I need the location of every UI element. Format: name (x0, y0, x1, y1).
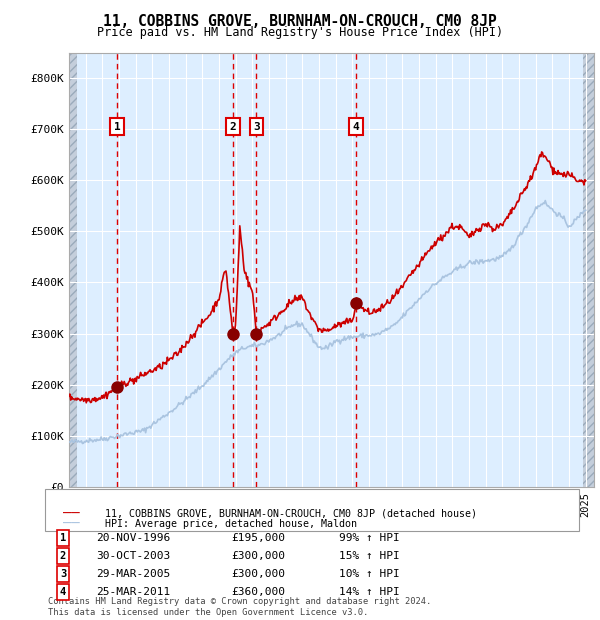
Text: 3: 3 (60, 569, 66, 579)
Text: Price paid vs. HM Land Registry's House Price Index (HPI): Price paid vs. HM Land Registry's House … (97, 26, 503, 39)
Text: 15% ↑ HPI: 15% ↑ HPI (339, 551, 400, 561)
Text: 2: 2 (60, 551, 66, 561)
Text: 4: 4 (353, 122, 359, 131)
Text: 4: 4 (60, 587, 66, 597)
Text: 11, COBBINS GROVE, BURNHAM-ON-CROUCH, CM0 8JP (detached house): 11, COBBINS GROVE, BURNHAM-ON-CROUCH, CM… (105, 508, 477, 518)
Text: 1: 1 (114, 122, 121, 131)
Text: 30-OCT-2003: 30-OCT-2003 (96, 551, 170, 561)
Text: £300,000: £300,000 (231, 569, 285, 579)
Text: Contains HM Land Registry data © Crown copyright and database right 2024.
This d: Contains HM Land Registry data © Crown c… (48, 598, 431, 617)
Bar (69, 53, 77, 487)
Text: £300,000: £300,000 (231, 551, 285, 561)
Text: 20-NOV-1996: 20-NOV-1996 (96, 533, 170, 543)
Text: ——: —— (63, 507, 80, 520)
Text: £195,000: £195,000 (231, 533, 285, 543)
Text: 10% ↑ HPI: 10% ↑ HPI (339, 569, 400, 579)
Text: 14% ↑ HPI: 14% ↑ HPI (339, 587, 400, 597)
Text: 1: 1 (60, 533, 66, 543)
Text: 11, COBBINS GROVE, BURNHAM-ON-CROUCH, CM0 8JP: 11, COBBINS GROVE, BURNHAM-ON-CROUCH, CM… (103, 14, 497, 29)
Text: 3: 3 (253, 122, 260, 131)
Bar (583, 53, 594, 487)
Text: 25-MAR-2011: 25-MAR-2011 (96, 587, 170, 597)
Text: ——: —— (63, 517, 80, 531)
Text: £360,000: £360,000 (231, 587, 285, 597)
Text: 2: 2 (229, 122, 236, 131)
Text: HPI: Average price, detached house, Maldon: HPI: Average price, detached house, Mald… (105, 519, 357, 529)
Text: 99% ↑ HPI: 99% ↑ HPI (339, 533, 400, 543)
Text: 29-MAR-2005: 29-MAR-2005 (96, 569, 170, 579)
